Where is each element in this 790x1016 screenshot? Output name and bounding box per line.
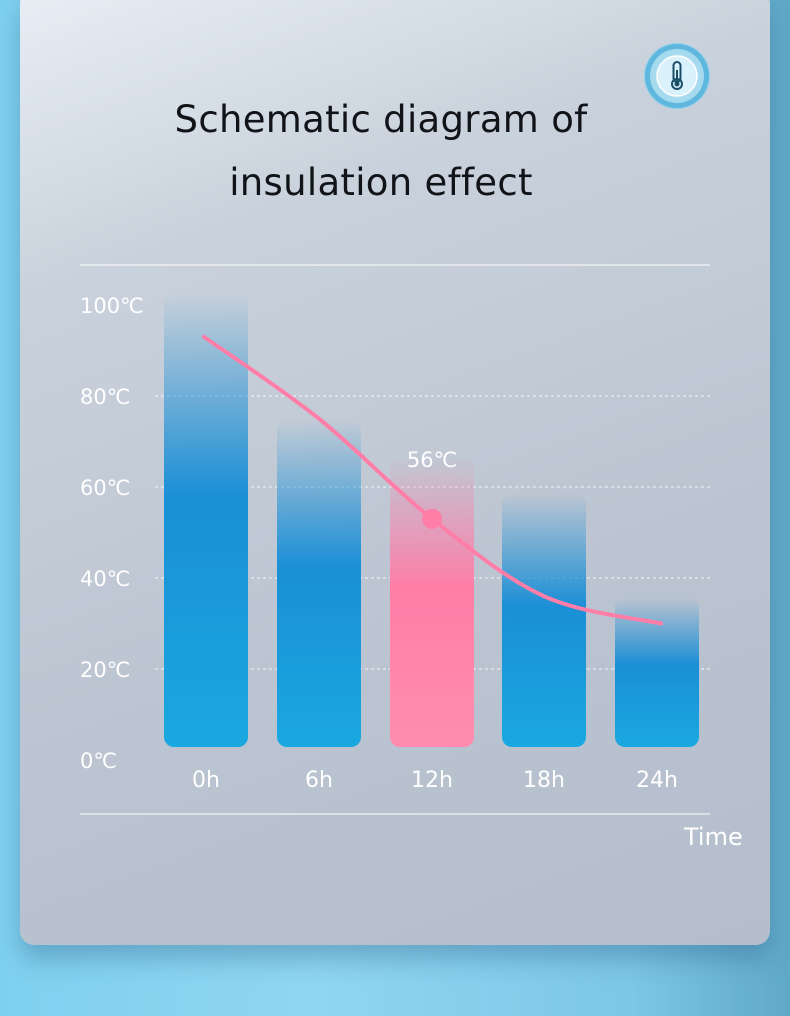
bar-highlight [390, 456, 474, 747]
point-label: 56℃ [407, 448, 457, 472]
x-tick-label: 6h [305, 768, 333, 793]
x-axis-label: Time [684, 823, 743, 851]
y-tick-label: 80℃ [80, 385, 130, 409]
y-tick-label: 0℃ [80, 749, 117, 773]
bar [277, 420, 361, 747]
x-tick-label: 12h [411, 768, 453, 793]
x-tick-label: 18h [523, 768, 565, 793]
thermometer-icon [645, 44, 709, 108]
highlight-point [422, 508, 442, 529]
y-tick-label: 60℃ [80, 476, 130, 500]
y-tick-label: 40℃ [80, 567, 130, 591]
y-tick-label: 20℃ [80, 658, 130, 682]
x-tick-label: 0h [192, 768, 220, 793]
bar [502, 493, 586, 747]
bar [615, 597, 699, 747]
chart-title: Schematic diagram of insulation effect [0, 88, 762, 214]
bar [164, 293, 248, 747]
y-tick-label: 100℃ [80, 294, 144, 318]
x-tick-label: 24h [636, 768, 678, 793]
title-line-2: insulation effect [229, 161, 533, 204]
title-line-1: Schematic diagram of [174, 98, 588, 141]
